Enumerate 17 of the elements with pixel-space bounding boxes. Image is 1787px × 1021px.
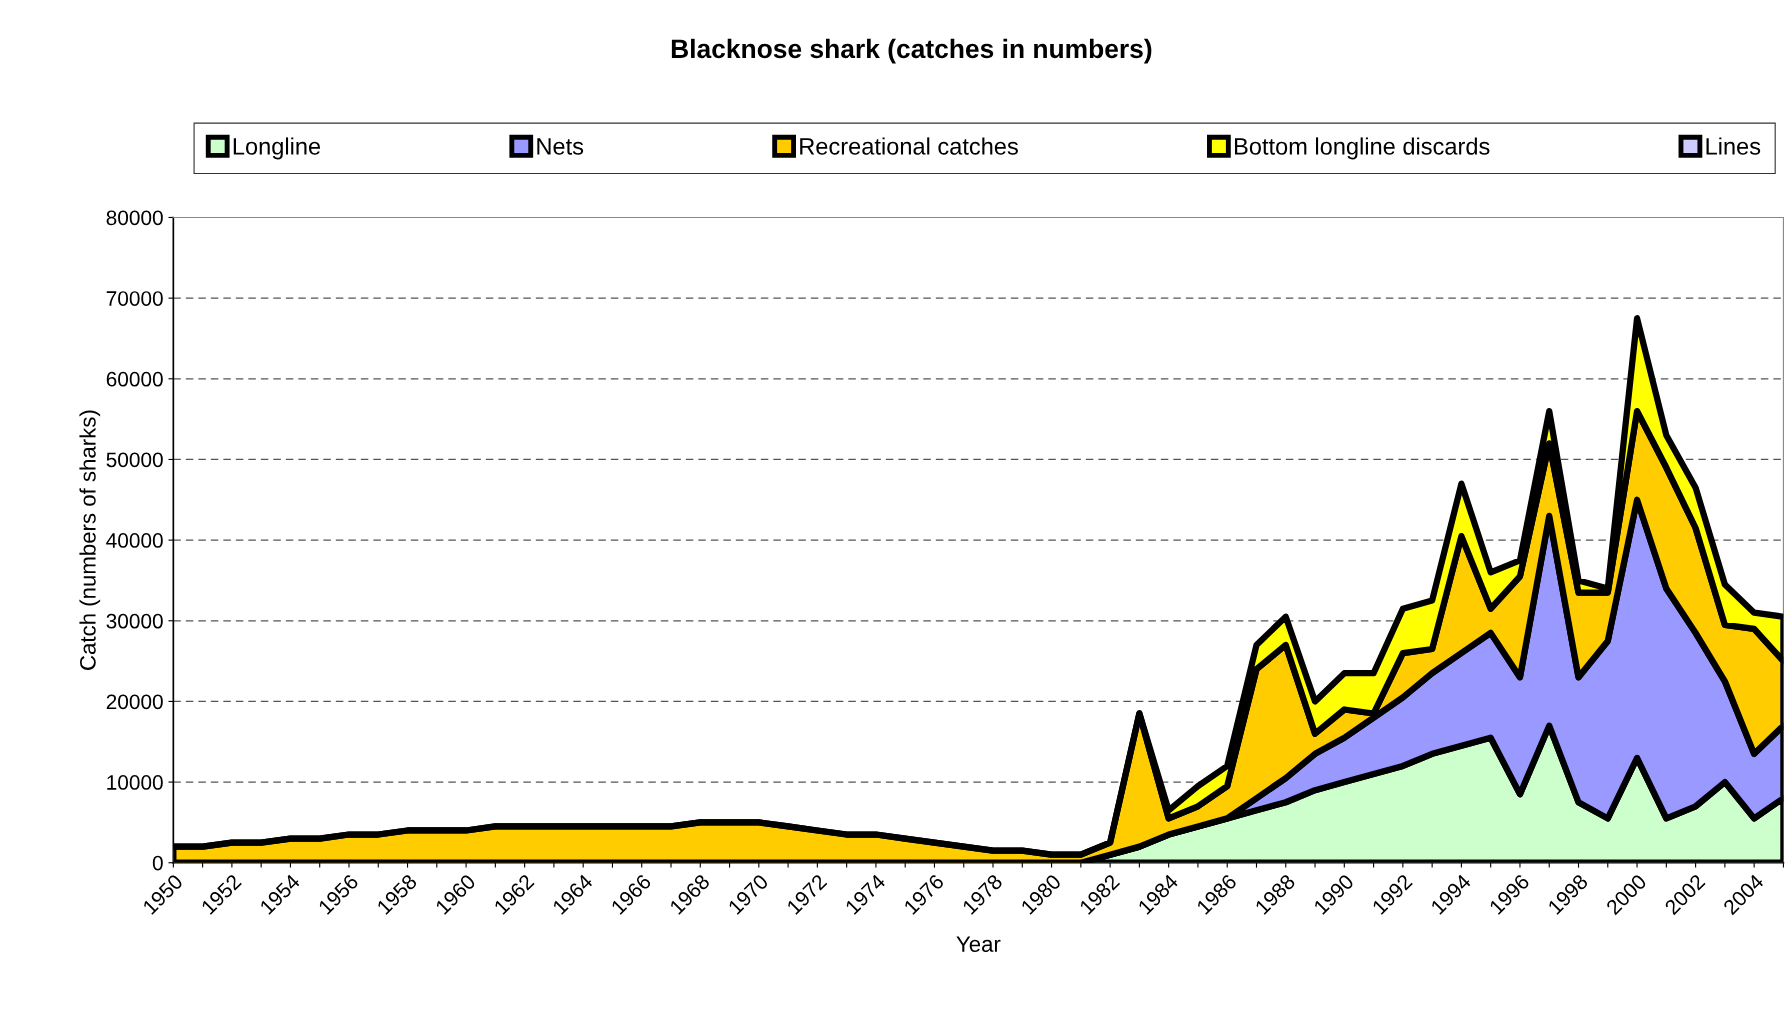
legend-label: Nets: [537, 138, 584, 155]
y-tick-label: 30000: [106, 613, 163, 629]
legend-label: Longline: [233, 137, 321, 160]
legend-label: Recreational catches: [800, 137, 1018, 155]
y-tick-label: 80000: [106, 210, 163, 226]
y-tick-label: 20000: [106, 694, 163, 710]
y-axis-title: Catch (numbers of sharks): [79, 410, 101, 670]
y-tick-label: 50000: [106, 452, 163, 468]
legend-label: Bottom longline discards: [1235, 137, 1490, 160]
y-tick-label: 60000: [106, 371, 163, 387]
x-axis-title: Year: [956, 936, 1001, 952]
chart-title: Blacknose shark (catches in numbers): [671, 38, 1152, 64]
y-tick-label: 10000: [107, 775, 163, 790]
legend-label: Lines: [1706, 137, 1761, 155]
y-tick-label: 70000: [106, 291, 163, 306]
y-tick-label: 40000: [106, 533, 163, 548]
y-tick-label: 0: [152, 855, 163, 871]
